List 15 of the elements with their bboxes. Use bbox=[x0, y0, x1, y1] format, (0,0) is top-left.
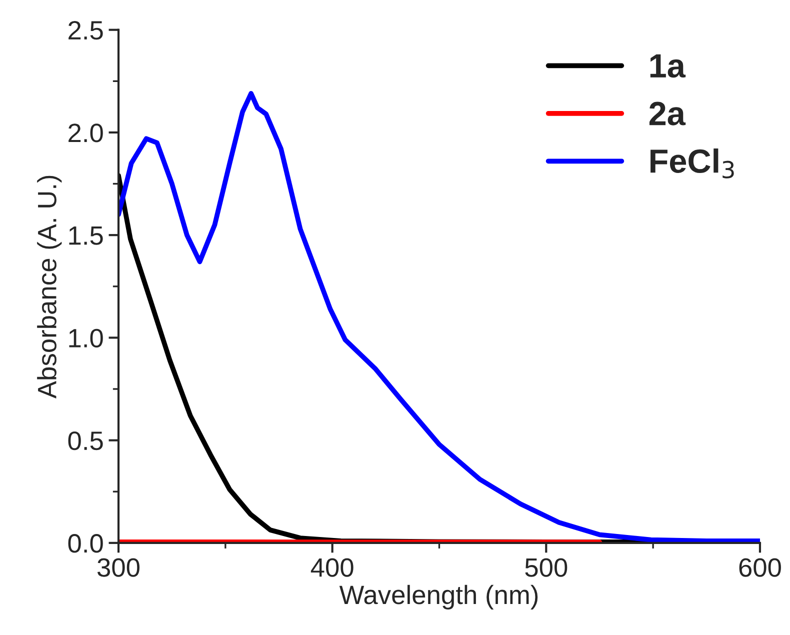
x-axis-title: Wavelength (nm) bbox=[339, 584, 538, 610]
x-tick-label: 400 bbox=[310, 558, 354, 577]
x-tick-label: 300 bbox=[97, 558, 140, 577]
x-tick-label: 500 bbox=[525, 558, 568, 577]
legend-label: FeCl$_{3}$ bbox=[650, 148, 734, 178]
y-tick-label: 1.0 bbox=[69, 328, 103, 348]
y-tick-label: 2.0 bbox=[68, 124, 103, 142]
y-axis-title: Absorbance (A. U.) bbox=[37, 176, 62, 399]
y-tick-label: 1.5 bbox=[69, 226, 103, 245]
y-tick-label: 0.0 bbox=[68, 534, 103, 553]
y-tick-label: 2.5 bbox=[68, 20, 103, 40]
x-tick-label: 600 bbox=[739, 558, 781, 577]
y-tick-label: 0.5 bbox=[68, 431, 103, 450]
legend-label: 1a bbox=[650, 54, 686, 78]
legend-label: 2a bbox=[649, 102, 686, 126]
